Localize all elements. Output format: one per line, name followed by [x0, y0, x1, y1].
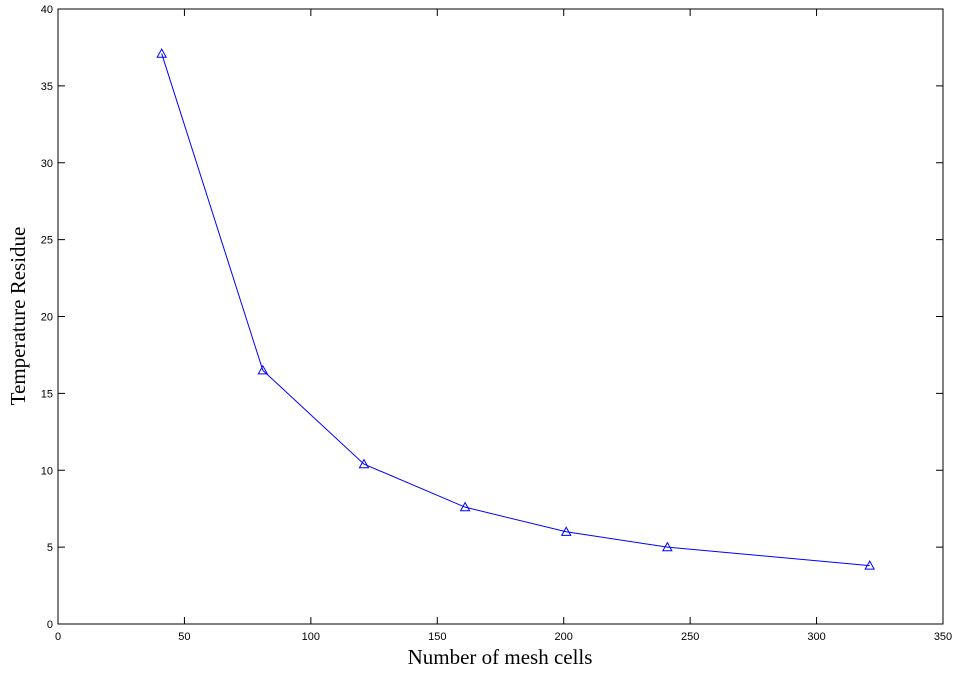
- y-tick-label: 35: [41, 81, 53, 93]
- x-tick-label: 350: [934, 631, 952, 643]
- x-axis: 0 50 100 150 200 250 300 350: [55, 9, 952, 643]
- series-line: [161, 53, 870, 567]
- series-group: [156, 48, 876, 570]
- x-tick-label: 200: [555, 631, 573, 643]
- y-axis: 0 5 10 15 20 25 30 35 40: [41, 4, 943, 631]
- y-tick-label: 40: [41, 4, 53, 16]
- x-tick-label: 0: [55, 631, 61, 643]
- x-tick-label: 50: [178, 631, 190, 643]
- x-tick-label: 100: [302, 631, 320, 643]
- y-tick-label: 25: [41, 235, 53, 247]
- y-axis-title: Temperature Residue: [6, 227, 30, 406]
- x-tick-label: 150: [428, 631, 446, 643]
- x-tick-label: 300: [807, 631, 825, 643]
- y-tick-label: 0: [47, 619, 53, 631]
- plot-area: [57, 8, 944, 625]
- data-point-marker: [257, 364, 269, 375]
- y-tick-label: 15: [41, 388, 53, 400]
- data-point-marker: [864, 560, 876, 570]
- data-point-marker: [358, 458, 370, 469]
- y-tick-label: 20: [41, 312, 53, 324]
- x-axis-title: Number of mesh cells: [408, 645, 593, 669]
- data-point-marker: [560, 526, 572, 536]
- y-tick-label: 10: [41, 465, 53, 477]
- x-tick-label: 250: [681, 631, 699, 643]
- y-tick-label: 30: [41, 158, 53, 170]
- data-point-marker: [662, 541, 673, 552]
- y-tick-label: 5: [47, 542, 53, 554]
- data-point-marker: [156, 48, 168, 58]
- data-point-marker: [459, 501, 471, 512]
